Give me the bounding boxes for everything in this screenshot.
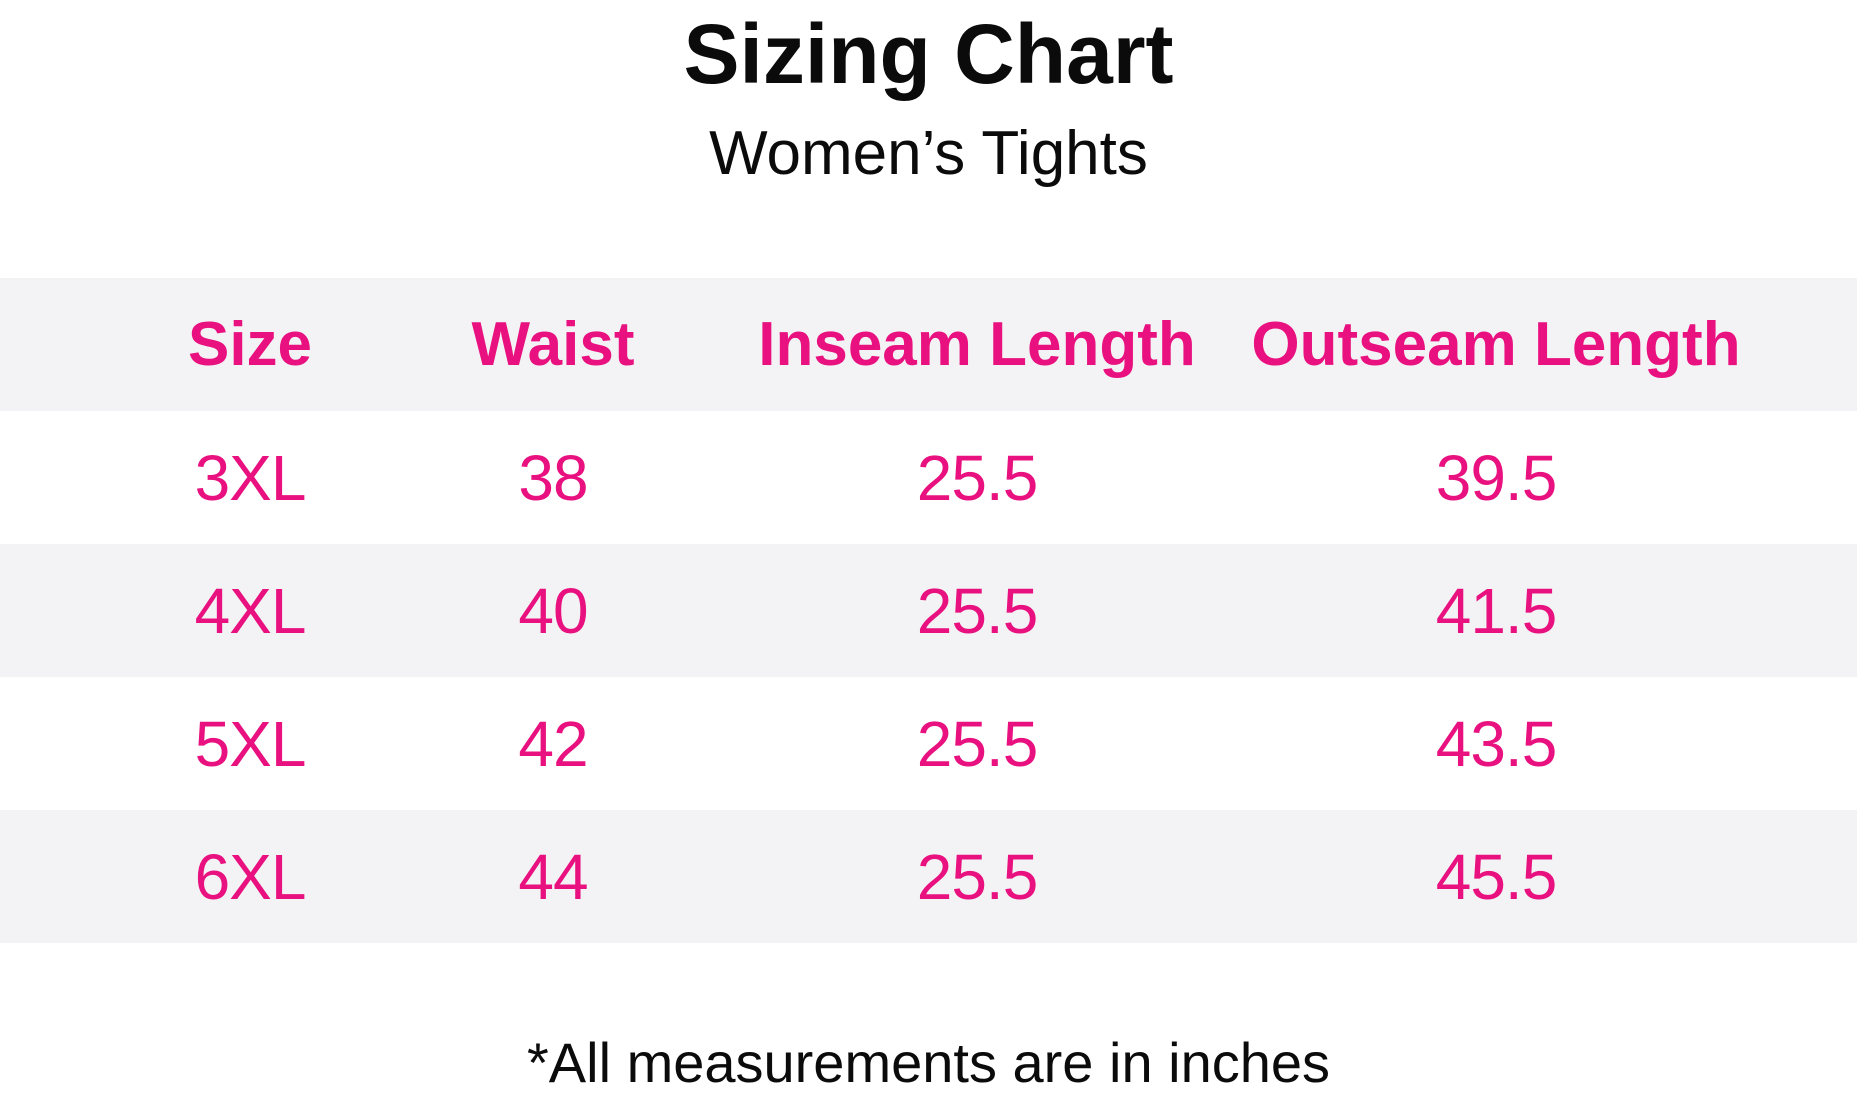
table-row-6xl: 6XL 44 25.5 45.5 xyxy=(0,810,1857,943)
measurements-footnote: *All measurements are in inches xyxy=(526,1031,1331,1094)
size-cell: 3XL xyxy=(194,441,307,514)
sizing-table: Size Waist Inseam Length Outseam Length … xyxy=(0,278,1857,943)
waist-cell: 42 xyxy=(518,707,588,780)
column-header-outseam-length: Outseam Length xyxy=(1251,310,1741,379)
waist-cell: 38 xyxy=(518,441,588,514)
inseam-length-cell: 25.5 xyxy=(916,574,1039,647)
column-header-inseam-length: Inseam Length xyxy=(758,310,1196,379)
outseam-length-cell: 39.5 xyxy=(1435,441,1558,514)
size-cell: 4XL xyxy=(194,574,307,647)
inseam-length-cell: 25.5 xyxy=(916,840,1039,913)
column-header-waist: Waist xyxy=(471,310,635,379)
outseam-length-cell: 41.5 xyxy=(1435,574,1558,647)
page-title: Sizing Chart xyxy=(683,7,1174,101)
outseam-length-cell: 43.5 xyxy=(1435,707,1558,780)
size-cell: 6XL xyxy=(194,840,307,913)
inseam-length-cell: 25.5 xyxy=(916,441,1039,514)
column-header-size: Size xyxy=(187,310,313,379)
table-row-5xl: 5XL 42 25.5 43.5 xyxy=(0,677,1857,810)
table-row-3xl: 3XL 38 25.5 39.5 xyxy=(0,411,1857,544)
waist-cell: 40 xyxy=(518,574,588,647)
outseam-length-cell: 45.5 xyxy=(1435,840,1558,913)
table-header-row: Size Waist Inseam Length Outseam Length xyxy=(0,278,1857,411)
table-row-4xl: 4XL 40 25.5 41.5 xyxy=(0,544,1857,677)
size-cell: 5XL xyxy=(194,707,307,780)
inseam-length-cell: 25.5 xyxy=(916,707,1039,780)
page-subtitle: Women’s Tights xyxy=(709,119,1148,188)
waist-cell: 44 xyxy=(518,840,588,913)
